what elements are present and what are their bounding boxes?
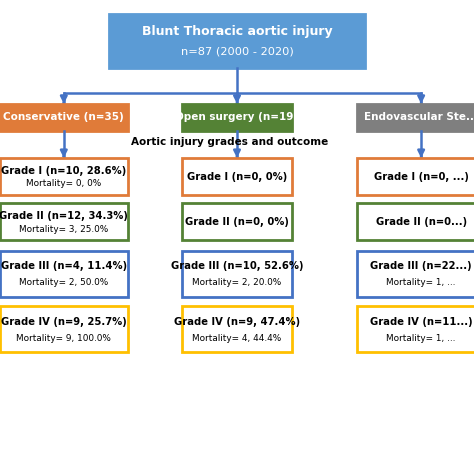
FancyBboxPatch shape bbox=[357, 203, 474, 240]
FancyBboxPatch shape bbox=[182, 104, 292, 131]
Text: Grade IV (n=9, 47.4%): Grade IV (n=9, 47.4%) bbox=[174, 317, 300, 327]
FancyBboxPatch shape bbox=[0, 203, 128, 240]
FancyBboxPatch shape bbox=[357, 104, 474, 131]
FancyBboxPatch shape bbox=[357, 251, 474, 297]
Text: Grade II (n=0...): Grade II (n=0...) bbox=[375, 217, 467, 227]
Text: Endovascular Ste...: Endovascular Ste... bbox=[364, 112, 474, 122]
Text: Mortality= 4, 44.4%: Mortality= 4, 44.4% bbox=[192, 334, 282, 343]
Text: Aortic injury grades and outcome: Aortic injury grades and outcome bbox=[131, 137, 328, 147]
Text: Grade II (n=0, 0%): Grade II (n=0, 0%) bbox=[185, 217, 289, 227]
Text: Grade I (n=10, 28.6%): Grade I (n=10, 28.6%) bbox=[1, 165, 127, 175]
FancyBboxPatch shape bbox=[0, 251, 128, 297]
FancyBboxPatch shape bbox=[0, 306, 128, 352]
Text: Grade III (n=4, 11.4%): Grade III (n=4, 11.4%) bbox=[1, 261, 127, 271]
FancyBboxPatch shape bbox=[182, 251, 292, 297]
Text: Grade III (n=10, 52.6%): Grade III (n=10, 52.6%) bbox=[171, 261, 303, 271]
Text: Mortality= 1, ...: Mortality= 1, ... bbox=[386, 334, 456, 343]
Text: Mortality= 9, 100.0%: Mortality= 9, 100.0% bbox=[17, 334, 111, 343]
FancyBboxPatch shape bbox=[182, 203, 292, 240]
FancyBboxPatch shape bbox=[109, 14, 365, 68]
Text: Mortality= 3, 25.0%: Mortality= 3, 25.0% bbox=[19, 225, 109, 234]
Text: n=87 (2000 - 2020): n=87 (2000 - 2020) bbox=[181, 46, 293, 56]
FancyBboxPatch shape bbox=[357, 158, 474, 195]
Text: Conservative (n=35): Conservative (n=35) bbox=[3, 112, 124, 122]
FancyBboxPatch shape bbox=[182, 306, 292, 352]
FancyBboxPatch shape bbox=[357, 306, 474, 352]
FancyBboxPatch shape bbox=[0, 158, 128, 195]
FancyBboxPatch shape bbox=[182, 158, 292, 195]
Text: Mortality= 2, 50.0%: Mortality= 2, 50.0% bbox=[19, 278, 109, 287]
Text: Blunt Thoracic aortic injury: Blunt Thoracic aortic injury bbox=[142, 26, 332, 38]
Text: Mortality= 0, 0%: Mortality= 0, 0% bbox=[26, 180, 101, 188]
Text: Mortality= 2, 20.0%: Mortality= 2, 20.0% bbox=[192, 278, 282, 287]
Text: Grade I (n=0, ...): Grade I (n=0, ...) bbox=[374, 172, 469, 182]
Text: Open surgery (n=19): Open surgery (n=19) bbox=[175, 112, 299, 122]
Text: Grade I (n=0, 0%): Grade I (n=0, 0%) bbox=[187, 172, 287, 182]
Text: Grade IV (n=11...): Grade IV (n=11...) bbox=[370, 317, 473, 327]
Text: Grade II (n=12, 34.3%): Grade II (n=12, 34.3%) bbox=[0, 211, 128, 221]
Text: Grade III (n=22...): Grade III (n=22...) bbox=[370, 261, 472, 271]
FancyBboxPatch shape bbox=[0, 104, 128, 131]
Text: Grade IV (n=9, 25.7%): Grade IV (n=9, 25.7%) bbox=[1, 317, 127, 327]
Text: Mortality= 1, ...: Mortality= 1, ... bbox=[386, 278, 456, 287]
